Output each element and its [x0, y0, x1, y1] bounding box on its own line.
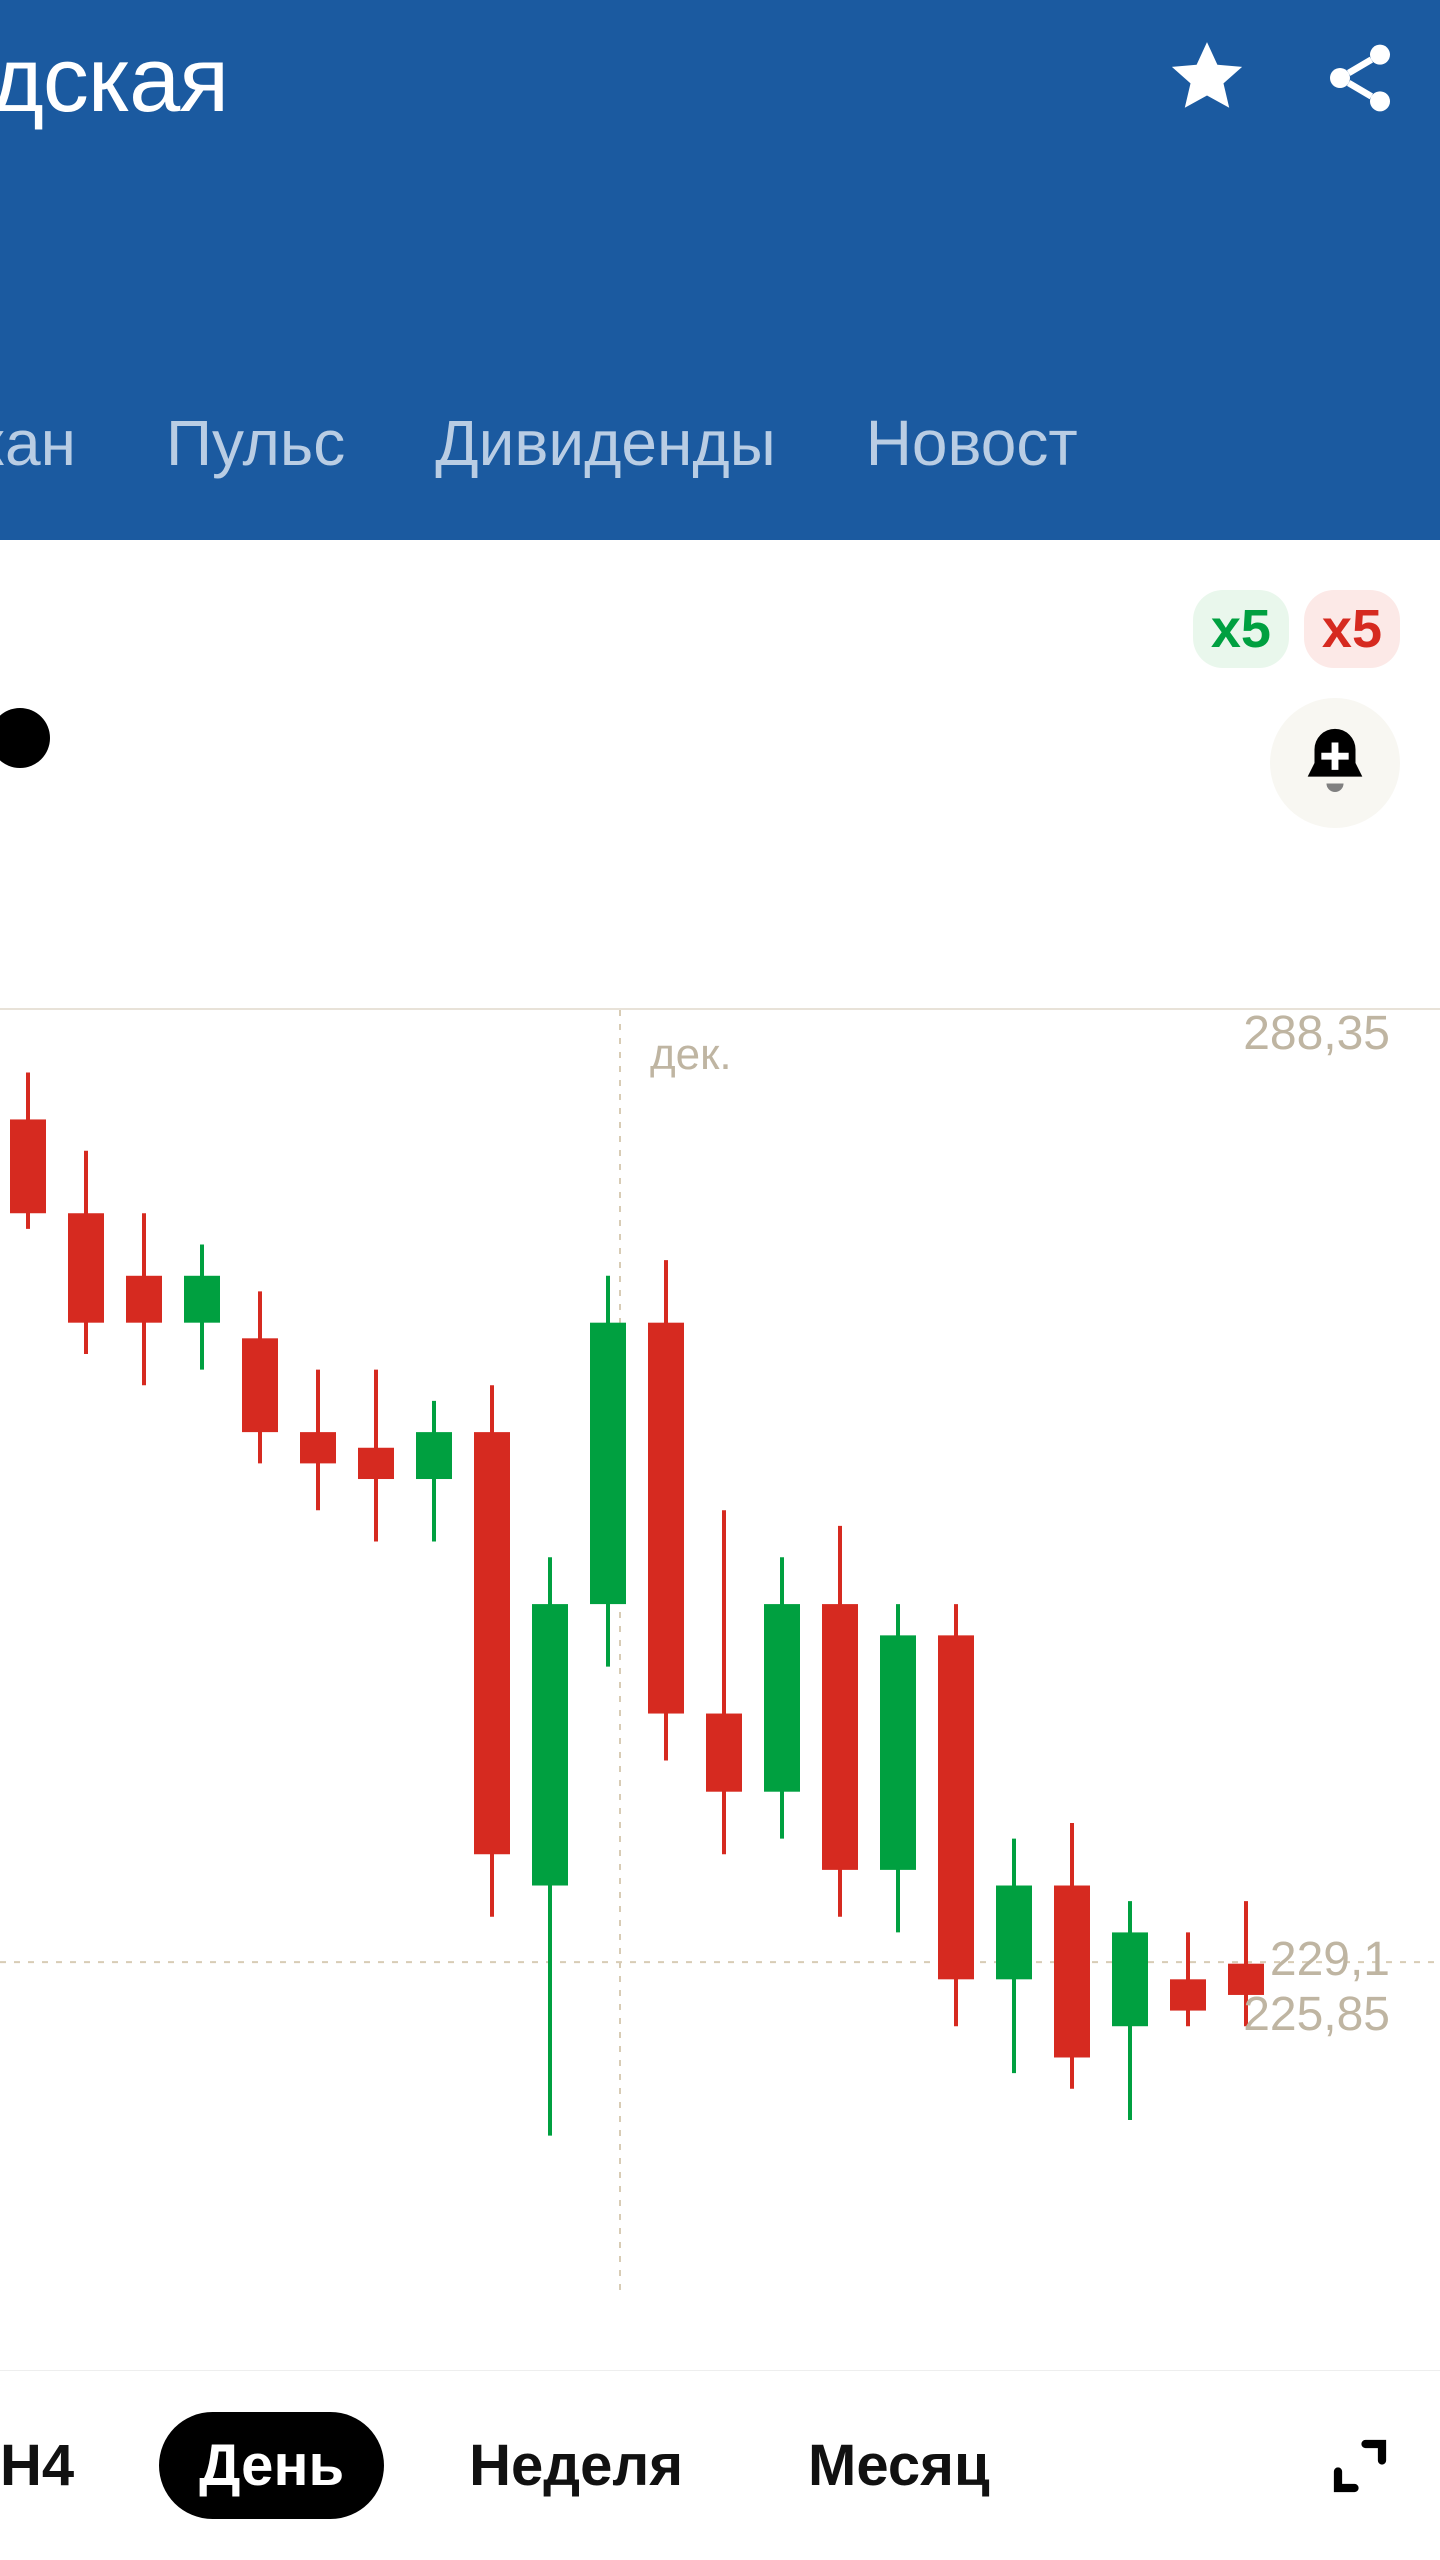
candlestick-chart[interactable]: дек. 288,35 229,1 225,85	[0, 1008, 1440, 2290]
tab-dividends[interactable]: Дивиденды	[435, 406, 775, 480]
fullscreen-icon	[1327, 2433, 1393, 2499]
add-alert-button[interactable]	[1270, 698, 1400, 828]
tabs: акан Пульс Дивиденды Новост	[0, 406, 1440, 480]
pager-dot	[0, 708, 50, 768]
fullscreen-button[interactable]	[1310, 2416, 1410, 2516]
star-icon[interactable]	[1164, 35, 1250, 126]
title-actions	[1164, 35, 1400, 126]
timeframe-h4[interactable]: Н4	[0, 2412, 114, 2519]
timeframe-bar: Н4 День Неделя Месяц	[0, 2370, 1440, 2560]
price-label-top: 288,35	[1243, 1006, 1390, 1061]
price-label-current: 229,1	[1270, 1932, 1390, 1987]
alert-row	[0, 678, 1440, 828]
page-title: адская	[0, 28, 228, 133]
timeframe-week[interactable]: Неделя	[429, 2412, 723, 2519]
tab-pulse[interactable]: Пульс	[166, 406, 345, 480]
chart-canvas	[0, 1010, 1440, 2292]
share-icon[interactable]	[1320, 38, 1400, 123]
timeframe-month[interactable]: Месяц	[768, 2412, 1030, 2519]
tab-orderbook[interactable]: акан	[0, 406, 76, 480]
bell-plus-icon	[1294, 722, 1376, 804]
header: адская акан Пульс Дивиденды Новост	[0, 0, 1440, 540]
price-label-bottom: 225,85	[1243, 1987, 1390, 2042]
leverage-short[interactable]: x5	[1304, 590, 1400, 668]
leverage-badges: x5 x5	[0, 540, 1440, 678]
title-row: адская	[0, 0, 1440, 140]
leverage-long[interactable]: x5	[1193, 590, 1289, 668]
tab-news[interactable]: Новост	[866, 406, 1078, 480]
month-label: дек.	[650, 1030, 732, 1080]
timeframe-day[interactable]: День	[159, 2412, 384, 2519]
